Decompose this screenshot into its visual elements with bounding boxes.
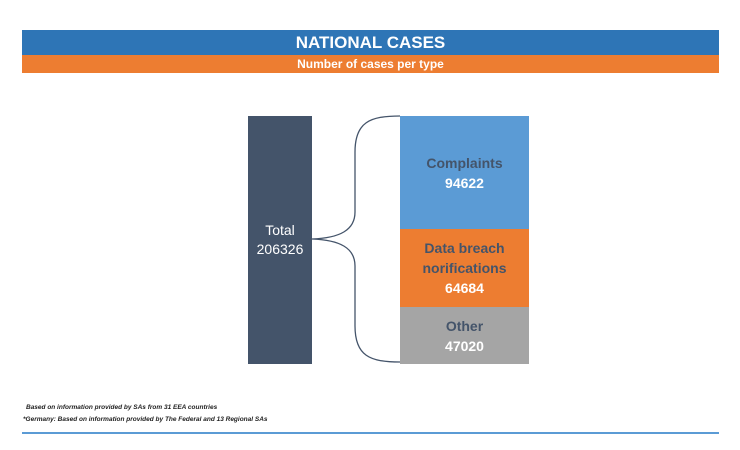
page-title: NATIONAL CASES: [22, 30, 719, 55]
segment-value: 47020: [445, 337, 484, 354]
footnote-germany: *Germany: Based on information provided …: [23, 416, 268, 423]
footnote-source: Based on information provided by SAs fro…: [26, 404, 218, 411]
segment-complaints: Complaints 94622: [400, 116, 529, 229]
segment-value: 94622: [445, 174, 484, 191]
segment-data-breach: Data breach norifications 64684: [400, 229, 529, 307]
page-subtitle: Number of cases per type: [22, 55, 719, 73]
segment-label: Complaints: [426, 154, 503, 171]
segment-label-line1: Data breach: [424, 240, 505, 256]
total-label: Total: [265, 222, 295, 238]
total-value: 206326: [256, 241, 304, 257]
brace-connector: [311, 115, 401, 363]
total-box: Total 206326: [248, 116, 312, 364]
segment-label: Other: [445, 317, 484, 334]
segment-label-line2: norifications: [422, 260, 507, 276]
segment-other: Other 47020: [400, 307, 529, 364]
footer-divider: [22, 432, 719, 434]
segment-value: 64684: [445, 280, 484, 296]
